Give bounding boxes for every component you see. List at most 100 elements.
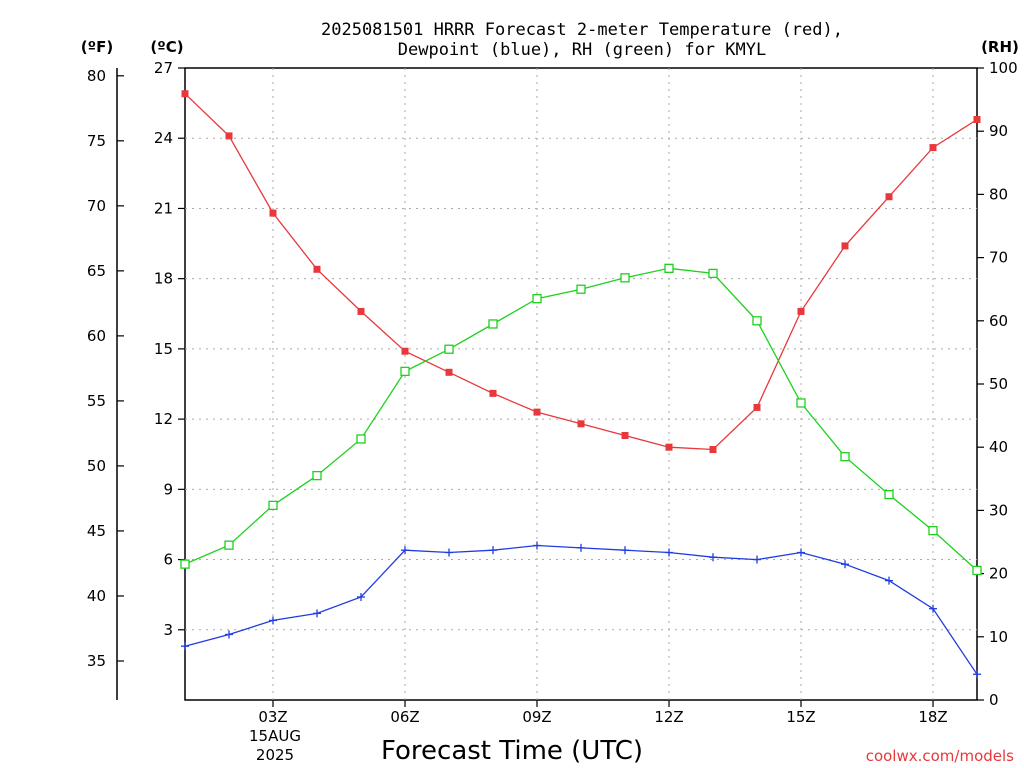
rh-tick-label: 40 bbox=[989, 438, 1008, 456]
dewpoint-point bbox=[621, 546, 629, 555]
temperature-point bbox=[797, 307, 805, 315]
rh-point bbox=[708, 268, 718, 279]
rh-point bbox=[444, 344, 454, 354]
celsius-tick-label: 27 bbox=[154, 59, 173, 77]
rh-tick-label: 10 bbox=[989, 628, 1008, 646]
rh-tick-label: 70 bbox=[989, 249, 1008, 267]
dewpoint-series bbox=[181, 541, 981, 679]
rh-point bbox=[796, 398, 806, 408]
temperature-series bbox=[181, 90, 981, 454]
rh-point bbox=[180, 559, 190, 569]
dewpoint-point bbox=[753, 555, 761, 564]
rh-tick-label: 90 bbox=[989, 122, 1008, 140]
dewpoint-point bbox=[489, 546, 497, 555]
temperature-point bbox=[181, 90, 189, 98]
temperature-point bbox=[577, 420, 585, 428]
credit-label: coolwx.com/models bbox=[866, 747, 1014, 765]
rh-tick-label: 20 bbox=[989, 565, 1008, 583]
temperature-point bbox=[885, 193, 893, 201]
chart-title-line-2: Dewpoint (blue), RH (green) for KMYL bbox=[398, 40, 766, 60]
plot-frame bbox=[184, 67, 978, 701]
dewpoint-point bbox=[181, 642, 189, 651]
temperature-point bbox=[621, 431, 629, 439]
rh-point bbox=[268, 500, 278, 510]
rh-point bbox=[972, 565, 982, 576]
fahrenheit-tick-label: 75 bbox=[87, 132, 106, 150]
dewpoint-point bbox=[445, 548, 453, 557]
dewpoint-point bbox=[225, 630, 233, 639]
dewpoint-point bbox=[577, 543, 585, 552]
celsius-tick-label: 12 bbox=[154, 410, 173, 428]
temperature-point bbox=[973, 115, 981, 123]
temperature-point bbox=[401, 347, 409, 355]
fahrenheit-tick-label: 35 bbox=[87, 652, 106, 670]
celsius-unit-label: (ºC) bbox=[150, 38, 183, 56]
celsius-tick-label: 24 bbox=[154, 129, 173, 147]
dewpoint-point bbox=[973, 670, 981, 679]
temperature-point bbox=[709, 446, 717, 454]
fahrenheit-tick-label: 60 bbox=[87, 327, 106, 345]
rh-point bbox=[840, 452, 850, 462]
temperature-point bbox=[269, 209, 277, 217]
date-label-year: 2025 bbox=[256, 746, 294, 764]
rh-point bbox=[532, 294, 542, 304]
date-label-day: 15AUG bbox=[249, 727, 301, 745]
dewpoint-point bbox=[269, 616, 277, 625]
rh-point bbox=[224, 540, 234, 550]
rh-point bbox=[928, 525, 938, 536]
dewpoint-point bbox=[885, 576, 893, 585]
dewpoint-point bbox=[709, 553, 717, 562]
fahrenheit-unit-label: (ºF) bbox=[81, 38, 113, 56]
fahrenheit-tick-label: 70 bbox=[87, 197, 106, 215]
dewpoint-line bbox=[184, 544, 978, 675]
rh-point bbox=[664, 263, 674, 273]
data-series bbox=[180, 90, 982, 679]
fahrenheit-tick-label: 45 bbox=[87, 522, 106, 540]
celsius-tick-label: 3 bbox=[163, 621, 173, 639]
rh-tick-label: 50 bbox=[989, 375, 1008, 393]
fahrenheit-tick-label: 65 bbox=[87, 262, 106, 280]
temperature-point bbox=[753, 403, 761, 411]
celsius-tick-label: 15 bbox=[154, 340, 173, 358]
dewpoint-point bbox=[401, 546, 409, 555]
x-tick-label: 06Z bbox=[390, 708, 419, 726]
rh-point bbox=[488, 319, 498, 329]
fahrenheit-tick-label: 55 bbox=[87, 392, 106, 410]
temperature-point bbox=[489, 389, 497, 397]
temperature-point bbox=[313, 265, 321, 273]
rh-point bbox=[356, 434, 366, 444]
rh-tick-label: 0 bbox=[989, 691, 999, 709]
x-tick-label: 09Z bbox=[522, 708, 551, 726]
rh-point bbox=[884, 489, 894, 500]
rh-point bbox=[400, 366, 410, 377]
celsius-tick-label: 21 bbox=[154, 199, 173, 217]
temperature-point bbox=[225, 132, 233, 140]
temperature-point bbox=[357, 307, 365, 315]
rh-point bbox=[620, 273, 630, 283]
rh-point bbox=[576, 284, 586, 294]
temperature-point bbox=[533, 408, 541, 416]
x-tick-label: 18Z bbox=[918, 708, 947, 726]
temperature-line bbox=[184, 93, 978, 451]
celsius-tick-label: 9 bbox=[163, 480, 173, 498]
dewpoint-point bbox=[797, 548, 805, 557]
rh-point bbox=[312, 470, 322, 481]
dewpoint-point bbox=[313, 609, 321, 618]
fahrenheit-tick-label: 80 bbox=[87, 67, 106, 85]
dewpoint-point bbox=[841, 560, 849, 569]
chart-title-line-1: 2025081501 HRRR Forecast 2-meter Tempera… bbox=[321, 20, 843, 40]
celsius-tick-label: 6 bbox=[163, 551, 173, 569]
rh-point bbox=[752, 316, 762, 326]
rh-unit-label: (RH) bbox=[981, 38, 1019, 56]
dewpoint-point bbox=[357, 593, 365, 602]
rh-tick-label: 80 bbox=[989, 185, 1008, 203]
axis-ticks: 3 6 9 12 15 18 21 24 27 03Z 06Z 09Z 12Z 15Z 18Z 35 40 45 5… bbox=[87, 59, 1018, 726]
x-tick-label: 03Z bbox=[258, 708, 287, 726]
rh-tick-label: 60 bbox=[989, 312, 1008, 330]
rh-tick-label: 30 bbox=[989, 501, 1008, 519]
temperature-point bbox=[665, 443, 673, 451]
rh-series bbox=[180, 263, 982, 576]
dewpoint-point bbox=[533, 541, 541, 550]
x-axis-label: Forecast Time (UTC) bbox=[381, 736, 643, 766]
